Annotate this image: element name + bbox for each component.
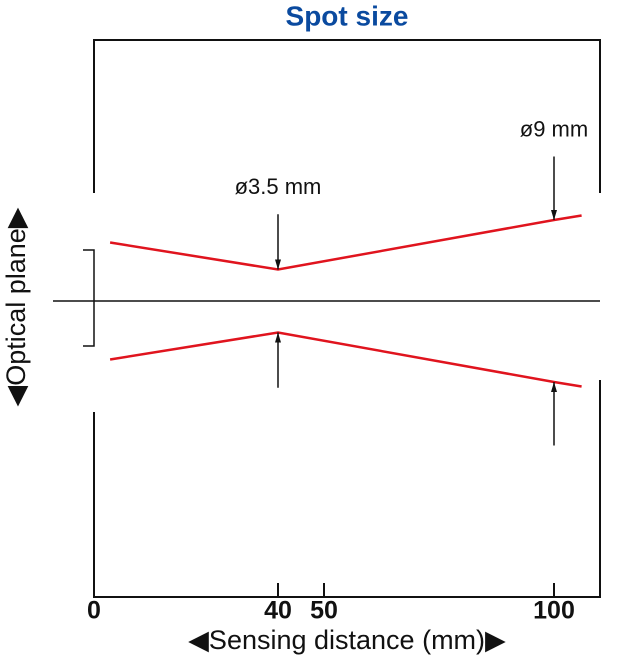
x-tick-label: 50 xyxy=(310,597,338,625)
beam-edge xyxy=(109,331,582,388)
x-tick-label: 100 xyxy=(533,597,575,625)
frame xyxy=(93,39,601,598)
x-tick-label: 0 xyxy=(87,597,101,625)
beam-edge xyxy=(109,214,582,271)
annotation: ø9 mm xyxy=(520,116,588,141)
x-axis-label: ◀Sensing distance (mm)▶ xyxy=(188,625,506,655)
bracket xyxy=(83,249,95,347)
chart-title: Spot size xyxy=(286,0,409,31)
y-axis-label: ◀Optical plane▶ xyxy=(1,207,31,406)
x-tick-label: 40 xyxy=(264,597,292,625)
annotation: ø3.5 mm xyxy=(235,174,322,199)
